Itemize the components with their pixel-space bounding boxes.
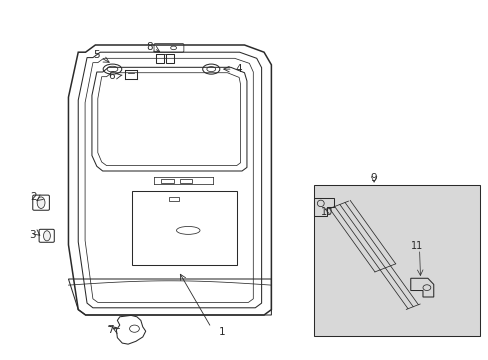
Text: 8: 8 (145, 42, 152, 52)
Text: 11: 11 (409, 240, 422, 251)
Bar (168, 197, 179, 201)
Text: 4: 4 (235, 64, 242, 74)
Bar (156, 54, 163, 63)
Bar (161, 179, 173, 183)
Text: 1: 1 (219, 327, 225, 337)
Ellipse shape (37, 197, 45, 208)
Text: 9: 9 (370, 173, 377, 183)
Bar (314, 185, 479, 336)
Ellipse shape (43, 231, 50, 241)
Bar (180, 179, 192, 183)
Bar (166, 54, 173, 63)
Text: 5: 5 (93, 50, 100, 60)
Text: 6: 6 (108, 71, 115, 81)
Text: 7: 7 (107, 325, 114, 336)
Text: 2: 2 (30, 192, 37, 202)
Text: 3: 3 (29, 230, 36, 240)
Text: 10: 10 (320, 207, 332, 217)
